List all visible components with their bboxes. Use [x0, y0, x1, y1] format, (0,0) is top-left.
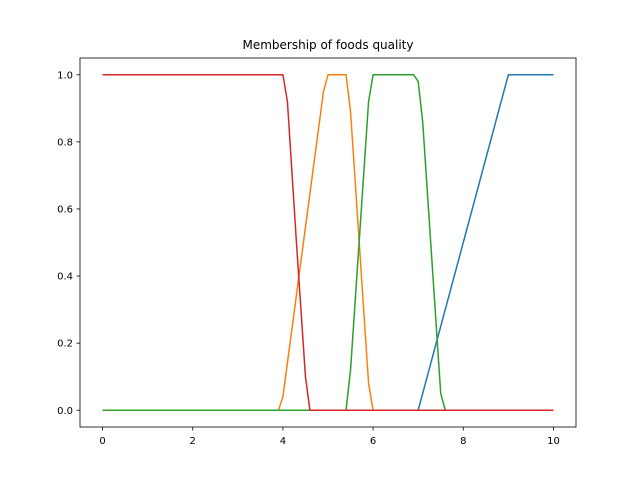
y-tick-label: 0.2: [57, 339, 73, 350]
series-line-3: [102, 74, 554, 411]
y-tick-label: 0.0: [57, 406, 73, 417]
x-tick-label: 4: [280, 436, 286, 447]
y-tick-label: 0.8: [57, 137, 73, 148]
y-tick-label: 0.4: [57, 272, 73, 283]
y-tick-label: 1.0: [57, 70, 73, 81]
series-line-4: [102, 74, 554, 411]
y-tick-label: 0.6: [57, 205, 73, 216]
x-tick-label: 2: [190, 436, 196, 447]
x-tick-label: 6: [370, 436, 376, 447]
plot-frame: [79, 57, 577, 428]
chart-title: Membership of foods quality: [242, 38, 413, 52]
x-axis-ticks: 0 2 4 6 8 10: [99, 427, 560, 447]
series-layer: [102, 74, 554, 411]
x-tick-label: 8: [460, 436, 466, 447]
x-tick-label: 10: [547, 436, 560, 447]
y-axis-ticks: 0.0 0.2 0.4 0.6 0.8 1.0: [57, 70, 80, 417]
x-tick-label: 0: [99, 436, 105, 447]
